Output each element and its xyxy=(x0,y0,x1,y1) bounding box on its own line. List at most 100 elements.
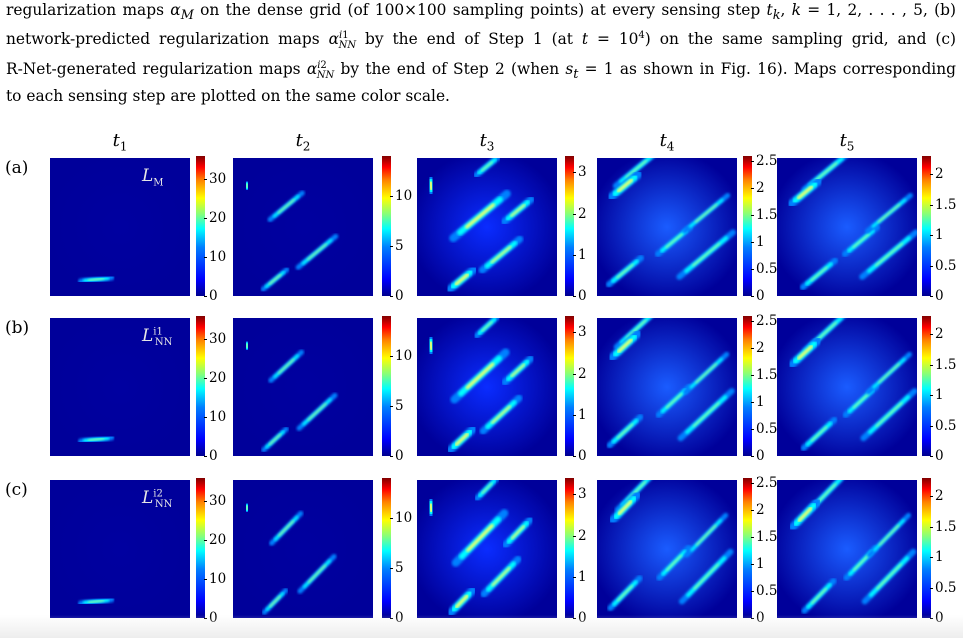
heatmap-streak xyxy=(307,243,327,261)
column-label-sub: 5 xyxy=(846,139,855,154)
heatmap-panel xyxy=(233,318,373,456)
column-label-text: t xyxy=(479,130,487,151)
colorbar-tick-label: 10 xyxy=(203,249,227,266)
colorbar-tick-label: 1 xyxy=(573,568,587,585)
colorbar-tick-label: 20 xyxy=(203,210,227,227)
colorbar-tick-label: 0.5 xyxy=(929,257,957,274)
heatmap-panel xyxy=(597,318,737,456)
heatmap-image xyxy=(233,480,373,618)
panel-label: Li2NN xyxy=(142,488,172,510)
heatmap-panel xyxy=(597,158,737,296)
heatmap-streak xyxy=(877,203,901,223)
colorbar-tick-label: 1.5 xyxy=(929,356,957,373)
heatmap-streak xyxy=(491,566,511,587)
heatmap-background xyxy=(50,158,190,296)
colorbar-tick-label: 0 xyxy=(751,288,765,304)
heatmap-panel xyxy=(777,158,917,296)
colorbar xyxy=(565,316,574,456)
caption-line: network-predicted regularization maps αi… xyxy=(6,30,956,52)
heatmap-streak xyxy=(510,525,525,540)
heatmap-streak xyxy=(428,340,434,351)
column-label-4: t4 xyxy=(647,130,687,154)
colorbar-tick-label: 0.5 xyxy=(750,583,778,600)
colorbar xyxy=(565,156,574,296)
heatmap-image xyxy=(417,158,557,296)
colorbar-tick-label: 1 xyxy=(930,549,944,566)
heatmap-streak xyxy=(616,178,634,193)
colorbar-tick-label: 30 xyxy=(203,331,227,348)
column-label-5: t5 xyxy=(827,130,867,154)
colorbar-tick-label: 1.5 xyxy=(750,529,778,546)
heatmap-streak xyxy=(510,203,526,217)
heatmap-image xyxy=(50,318,190,456)
heatmap-streak xyxy=(810,426,828,442)
heatmap-streak xyxy=(277,199,295,214)
colorbar-tick-label: 2 xyxy=(930,166,944,183)
column-label-sub: 4 xyxy=(666,139,675,154)
colorbar xyxy=(743,316,752,456)
colorbar-tick-label: 10 xyxy=(389,188,413,204)
heatmap-streak xyxy=(878,363,900,384)
heatmap-streak xyxy=(617,585,633,602)
panel-label-sup: i1 xyxy=(153,326,163,338)
colorbar-tick-label: 30 xyxy=(203,493,227,510)
heatmap-streak xyxy=(666,554,682,571)
heatmap-streak xyxy=(875,243,903,267)
heatmap-streak xyxy=(617,338,633,353)
colorbar-tick-label: 2 xyxy=(751,340,765,357)
colorbar xyxy=(743,156,752,296)
heatmap-streak xyxy=(694,203,718,223)
heatmap-image xyxy=(233,318,373,456)
colorbar-tick-label: 1 xyxy=(751,394,765,411)
row-label-a: (a) xyxy=(5,158,29,178)
heatmap-panel xyxy=(50,318,190,456)
heatmap-streak xyxy=(278,358,295,374)
colorbar-tick-label: 2 xyxy=(751,502,765,519)
heatmap-streak xyxy=(268,274,282,285)
heatmap-streak xyxy=(245,504,249,511)
heatmap-image xyxy=(597,480,737,618)
colorbar-tick-label: 0 xyxy=(204,448,218,464)
colorbar-tick-label: 0.5 xyxy=(750,261,778,278)
heatmap-streak xyxy=(88,599,105,603)
colorbar-tick-label: 0 xyxy=(390,448,404,464)
heatmap-streak xyxy=(876,563,902,590)
heatmap-streak xyxy=(616,423,634,439)
heatmap-image xyxy=(597,158,737,296)
colorbar-tick-label: 0 xyxy=(930,448,944,464)
colorbar-tick-label: 10 xyxy=(203,571,227,588)
colorbar-tick-label: 0 xyxy=(390,288,404,304)
heatmap-streak xyxy=(695,363,717,384)
colorbar-tick-label: 1 xyxy=(573,406,587,423)
colorbar-tick-label: 0 xyxy=(573,448,587,464)
heatmap-streak xyxy=(454,594,469,609)
column-label-1: t1 xyxy=(100,130,140,154)
heatmap-streak xyxy=(490,245,512,264)
panel-label-name: L xyxy=(142,488,154,508)
colorbar-tick-label: 1 xyxy=(573,246,587,263)
colorbar-tick-label: 2 xyxy=(573,205,587,222)
colorbar-tick-label: 2 xyxy=(573,527,587,544)
panel-label-sub: M xyxy=(153,177,164,189)
heatmap-background xyxy=(233,318,373,456)
heatmap-image xyxy=(597,318,737,456)
heatmap-background xyxy=(233,480,373,618)
heatmap-streak xyxy=(491,405,511,424)
panel-label-sup: i2 xyxy=(153,488,163,500)
colorbar-tick-label: 2.5 xyxy=(750,313,778,330)
heatmap-panel xyxy=(233,158,373,296)
bottom-fade xyxy=(0,615,963,638)
colorbar xyxy=(743,478,752,618)
heatmap-background xyxy=(417,158,557,296)
heatmap-image xyxy=(50,480,190,618)
heatmap-streak xyxy=(245,342,249,349)
heatmap-streak xyxy=(465,362,495,390)
heatmap-panel xyxy=(417,158,557,296)
panel-label-sub: NN xyxy=(154,337,173,349)
caption-line: to each sensing step are plotted on the … xyxy=(6,87,450,106)
heatmap-streak xyxy=(481,482,493,494)
heatmap-streak xyxy=(428,502,434,513)
colorbar-tick-label: 5 xyxy=(390,560,404,576)
colorbar-tick-label: 1 xyxy=(751,234,765,251)
colorbar-tick-label: 10 xyxy=(389,510,413,526)
